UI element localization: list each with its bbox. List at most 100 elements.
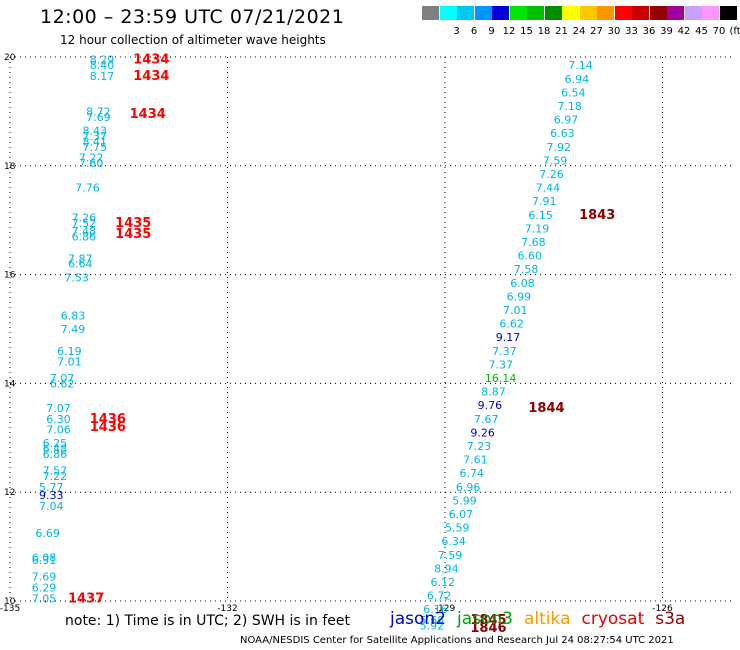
units-note: note: 1) Time is in UTC; 2) SWH is in fe…: [65, 613, 351, 629]
y-tick-label: 12: [4, 488, 15, 498]
wave-height-value: 7.69: [32, 571, 57, 584]
wave-height-value: 7.57: [43, 464, 68, 477]
wave-height-value: 8.17: [90, 70, 115, 83]
wave-height-value: 8.87: [481, 386, 506, 399]
color-scale-label: 6: [470, 26, 478, 37]
time-label: 1434: [130, 107, 166, 122]
wave-height-value: 5.77: [39, 481, 64, 494]
satellite-legend: jason2 jason3 altika cryosat s3a: [390, 609, 696, 629]
wave-height-value: 6.29: [32, 581, 57, 594]
wave-height-value: 7.22: [79, 152, 104, 165]
color-swatch: [509, 6, 527, 20]
wave-height-value: 6.69: [35, 527, 60, 540]
color-swatch: [702, 6, 719, 20]
color-scale-label: 9: [488, 26, 495, 37]
wave-height-value: 7.91: [532, 195, 557, 208]
color-scale-label: 39: [660, 26, 673, 37]
wave-height-value: 6.07: [449, 508, 474, 521]
wave-height-value: 7.69: [86, 111, 111, 124]
wave-height-value: 6.97: [554, 114, 579, 127]
wave-height-value: 6.63: [550, 127, 575, 140]
wave-height-value: 6.83: [61, 309, 86, 322]
wave-height-value: 6.08: [510, 277, 535, 290]
wave-height-value: 5.92: [420, 619, 445, 632]
color-scale-unit: (ft): [729, 26, 740, 37]
color-swatch: [667, 6, 684, 20]
wave-height-value: 6.62: [499, 318, 524, 331]
color-swatch: [562, 6, 579, 20]
wave-height-value: 6.25: [43, 437, 68, 450]
wave-height-value: 7.58: [514, 263, 539, 276]
wave-height-value: 6.74: [460, 467, 485, 480]
wave-height-value: 7.07: [46, 402, 71, 415]
wave-height-value: 9.33: [39, 489, 64, 502]
color-swatch: [439, 6, 457, 20]
wave-height-value: 6.60: [518, 250, 543, 263]
color-swatch: [684, 6, 702, 20]
wave-height-value: 7.37: [83, 130, 108, 143]
color-scale-label: 12: [502, 26, 516, 37]
wave-height-value: 6.86: [72, 231, 97, 244]
wave-height-value: 6.86: [43, 448, 68, 461]
wave-height-value: 7.59: [543, 154, 568, 167]
wave-height-value: 7.07: [50, 372, 75, 385]
wave-height-value: 6.64: [68, 258, 93, 271]
wave-height-value: 7.01: [57, 356, 82, 369]
wave-height-value: 6.48: [43, 443, 68, 456]
color-scale-label: 3: [453, 26, 460, 37]
wave-height-value: 7.23: [467, 440, 492, 453]
color-swatch: [719, 6, 737, 20]
color-scale-label: 36: [642, 26, 656, 37]
color-scale-label: 18: [537, 26, 551, 37]
color-swatch: [544, 6, 562, 20]
wave-height-value: 7.05: [32, 592, 57, 605]
wave-height-value: 7.01: [503, 304, 528, 317]
wave-height-value: 9.26: [470, 426, 495, 439]
wave-height-value: 6.94: [565, 73, 590, 86]
color-swatch: [649, 6, 667, 20]
color-scale-label: 45: [695, 26, 708, 37]
wave-height-value: 8.40: [90, 59, 115, 72]
wave-height-value: 7.75: [83, 141, 108, 154]
color-swatch: [474, 6, 492, 20]
y-tick-label: 10: [4, 597, 16, 607]
wave-height-value: 7.76: [75, 182, 100, 195]
wave-height-value: 7.49: [61, 323, 86, 336]
time-label: 1843: [579, 208, 615, 223]
wave-height-value: 7.18: [557, 100, 582, 113]
page-title: 12:00 – 23:59 UTC 07/21/2021: [40, 6, 345, 28]
page-subtitle: 12 hour collection of altimeter wave hei…: [60, 33, 326, 47]
satellite-altika: altika: [524, 609, 571, 629]
satellite-jason3: jason3: [457, 609, 513, 629]
wave-height-value: 7.19: [525, 222, 550, 235]
color-scale-label: 15: [520, 26, 533, 37]
wave-height-value: 7.22: [43, 470, 68, 483]
color-scale-label: 42: [677, 26, 691, 37]
wave-height-value: 7.14: [568, 59, 593, 72]
wave-height-value: 6.54: [561, 86, 586, 99]
wave-height-value: 6.15: [528, 209, 553, 222]
color-swatch: [632, 6, 649, 20]
color-swatch: [597, 6, 614, 20]
wave-height-value: 8.41: [83, 135, 108, 148]
time-label: 1844: [528, 401, 564, 416]
time-label: 1436: [90, 412, 126, 427]
wave-height-value: 6.16: [423, 603, 448, 616]
wave-height-value: 6.96: [456, 481, 481, 494]
color-scale-label: 27: [590, 26, 603, 37]
time-label: 1437: [68, 591, 104, 606]
wave-height-value: 6.08: [32, 551, 57, 564]
wave-height-value: 7.44: [536, 182, 561, 195]
wave-height-value: 7.92: [547, 141, 572, 154]
wave-height-value: 5.68: [420, 614, 445, 627]
wave-height-value: 16.14: [485, 372, 517, 385]
time-label: 1846: [470, 621, 506, 636]
wave-height-value: 7.52: [72, 217, 97, 230]
color-scale-label: 30: [607, 26, 621, 37]
wave-height-value: 6.72: [427, 590, 452, 603]
satellite-cryosat: cryosat: [581, 609, 645, 629]
wave-height-value: 7.04: [39, 500, 64, 513]
color-swatch: [579, 6, 597, 20]
satellite-jason2: jason2: [390, 609, 446, 629]
